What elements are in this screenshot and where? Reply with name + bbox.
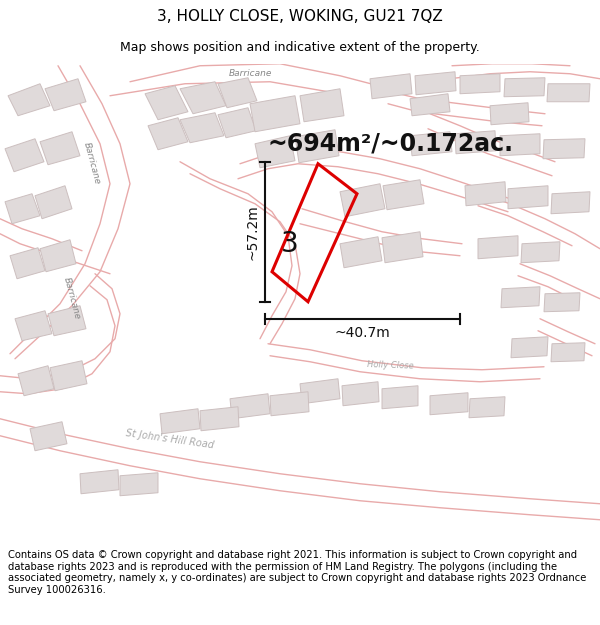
Polygon shape bbox=[120, 472, 158, 496]
Polygon shape bbox=[8, 84, 50, 116]
Polygon shape bbox=[551, 192, 590, 214]
Polygon shape bbox=[255, 136, 295, 168]
Polygon shape bbox=[504, 78, 545, 97]
Polygon shape bbox=[218, 107, 256, 138]
Polygon shape bbox=[521, 242, 560, 262]
Polygon shape bbox=[511, 337, 548, 357]
Polygon shape bbox=[465, 182, 506, 206]
Text: ~40.7m: ~40.7m bbox=[335, 326, 391, 340]
Polygon shape bbox=[148, 118, 188, 150]
Polygon shape bbox=[230, 394, 270, 419]
Text: Barricane: Barricane bbox=[62, 277, 82, 321]
Polygon shape bbox=[490, 102, 529, 125]
Polygon shape bbox=[370, 74, 412, 99]
Polygon shape bbox=[48, 306, 86, 336]
Polygon shape bbox=[455, 131, 496, 154]
Polygon shape bbox=[460, 74, 500, 94]
Polygon shape bbox=[544, 292, 580, 312]
Polygon shape bbox=[501, 287, 540, 308]
Polygon shape bbox=[500, 134, 540, 156]
Polygon shape bbox=[382, 232, 423, 262]
Polygon shape bbox=[382, 386, 418, 409]
Polygon shape bbox=[430, 392, 468, 415]
Polygon shape bbox=[30, 422, 67, 451]
Polygon shape bbox=[45, 79, 86, 111]
Text: St John's Hill Road: St John's Hill Road bbox=[125, 428, 215, 450]
Polygon shape bbox=[415, 72, 456, 95]
Polygon shape bbox=[35, 186, 72, 219]
Polygon shape bbox=[469, 397, 505, 418]
Polygon shape bbox=[543, 139, 585, 159]
Polygon shape bbox=[18, 366, 54, 396]
Polygon shape bbox=[551, 342, 585, 362]
Text: Contains OS data © Crown copyright and database right 2021. This information is : Contains OS data © Crown copyright and d… bbox=[8, 550, 586, 595]
Polygon shape bbox=[250, 96, 300, 132]
Text: Barricane: Barricane bbox=[229, 69, 272, 78]
Text: 3: 3 bbox=[281, 230, 299, 258]
Polygon shape bbox=[80, 470, 119, 494]
Polygon shape bbox=[180, 82, 226, 114]
Polygon shape bbox=[10, 248, 45, 279]
Polygon shape bbox=[478, 236, 518, 259]
Polygon shape bbox=[180, 112, 224, 142]
Polygon shape bbox=[5, 139, 44, 172]
Text: ~694m²/~0.172ac.: ~694m²/~0.172ac. bbox=[267, 132, 513, 156]
Polygon shape bbox=[218, 78, 257, 108]
Polygon shape bbox=[50, 361, 87, 391]
Text: Holly Close: Holly Close bbox=[367, 361, 413, 371]
Polygon shape bbox=[340, 184, 385, 217]
Polygon shape bbox=[342, 382, 379, 406]
Polygon shape bbox=[410, 94, 450, 116]
Polygon shape bbox=[508, 186, 548, 209]
Polygon shape bbox=[300, 379, 340, 404]
Polygon shape bbox=[383, 180, 424, 210]
Polygon shape bbox=[5, 194, 40, 224]
Polygon shape bbox=[340, 237, 382, 268]
Polygon shape bbox=[15, 311, 52, 341]
Polygon shape bbox=[160, 409, 200, 434]
Polygon shape bbox=[145, 86, 188, 120]
Polygon shape bbox=[270, 392, 309, 416]
Polygon shape bbox=[200, 407, 239, 431]
Polygon shape bbox=[295, 130, 339, 162]
Polygon shape bbox=[547, 84, 590, 102]
Text: ~57.2m: ~57.2m bbox=[246, 204, 260, 259]
Polygon shape bbox=[40, 132, 80, 165]
Polygon shape bbox=[40, 240, 76, 272]
Text: 3, HOLLY CLOSE, WOKING, GU21 7QZ: 3, HOLLY CLOSE, WOKING, GU21 7QZ bbox=[157, 9, 443, 24]
Text: Map shows position and indicative extent of the property.: Map shows position and indicative extent… bbox=[120, 41, 480, 54]
Polygon shape bbox=[300, 89, 344, 122]
Polygon shape bbox=[410, 132, 452, 156]
Text: Barricane: Barricane bbox=[82, 142, 102, 186]
